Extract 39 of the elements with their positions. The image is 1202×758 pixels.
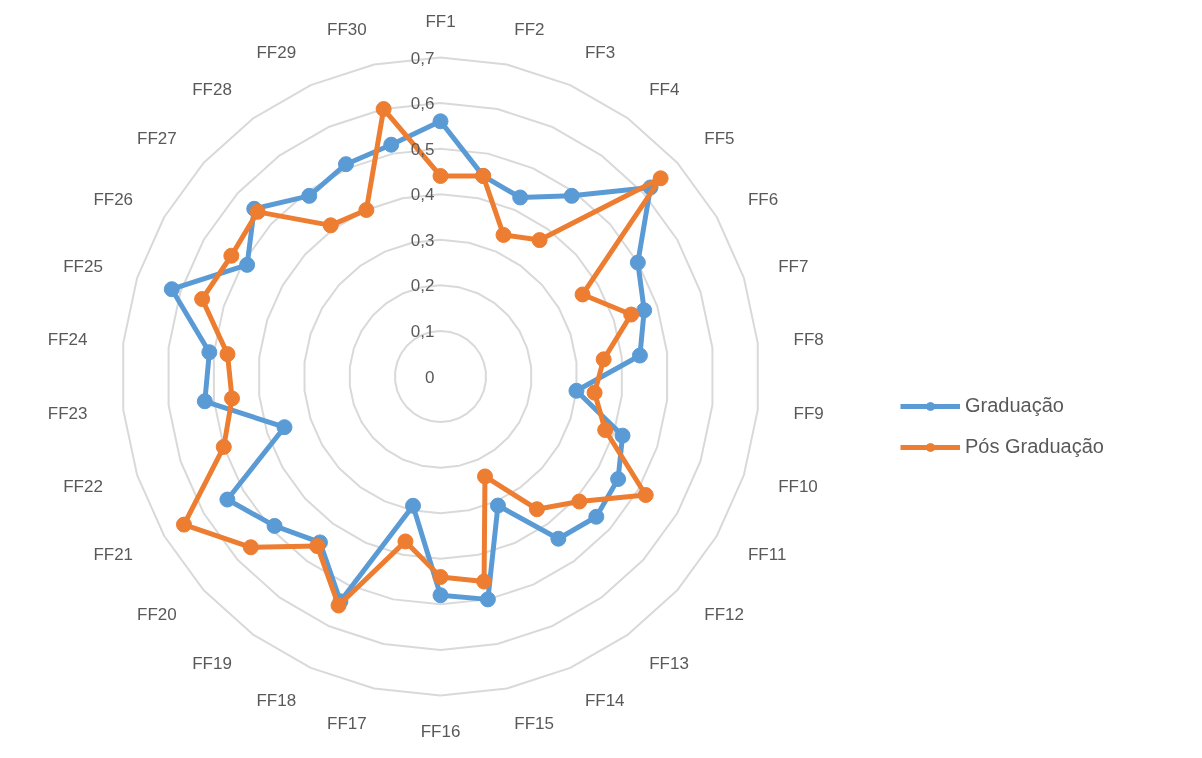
y-tick-label: 0,1 (410, 321, 435, 341)
spoke-label: FF5 (704, 129, 735, 149)
spoke-label: FF28 (192, 79, 232, 99)
spoke-label: FF11 (747, 544, 787, 564)
spoke-label: FF29 (256, 42, 297, 62)
spoke-label: FF13 (649, 654, 689, 674)
y-tick-label: 0,2 (410, 276, 435, 296)
spoke-label: FF8 (793, 329, 824, 349)
spoke-label: FF4 (649, 79, 680, 99)
spoke-label: FF14 (584, 691, 625, 711)
spoke-label: FF24 (47, 329, 88, 349)
spoke-label: FF12 (704, 604, 744, 624)
legend-label: Pós Graduação (965, 435, 1104, 458)
spoke-label: FF21 (93, 544, 134, 564)
y-tick-label: 0,6 (410, 94, 435, 114)
spoke-label: FF10 (778, 476, 818, 496)
spoke-label: FF9 (793, 404, 824, 424)
spoke-label: FF27 (137, 129, 177, 149)
y-tick-label: 0,7 (410, 48, 435, 68)
spoke-label: FF7 (778, 257, 809, 277)
spoke-label: FF30 (327, 19, 367, 39)
spoke-label: FF15 (514, 714, 554, 734)
spoke-label: FF17 (327, 714, 367, 734)
spoke-label: FF20 (137, 604, 177, 624)
spoke-label: FF16 (420, 722, 461, 741)
spoke-label: FF19 (192, 654, 232, 674)
spoke-label: FF1 (425, 12, 456, 31)
spoke-label: FF26 (93, 189, 134, 209)
spoke-label: FF22 (63, 476, 103, 496)
spoke-label: FF23 (47, 404, 88, 424)
spoke-label: FF2 (514, 19, 545, 39)
spoke-label: FF18 (256, 691, 297, 711)
spoke-label: FF25 (63, 257, 103, 277)
y-tick-label: 0,3 (410, 230, 435, 250)
y-tick-label: 0,4 (410, 185, 435, 205)
legend-label: Graduação (965, 394, 1064, 417)
y-tick-label: 0 (425, 367, 435, 387)
spoke-label: FF3 (584, 42, 616, 62)
spoke-label: FF6 (747, 189, 779, 209)
